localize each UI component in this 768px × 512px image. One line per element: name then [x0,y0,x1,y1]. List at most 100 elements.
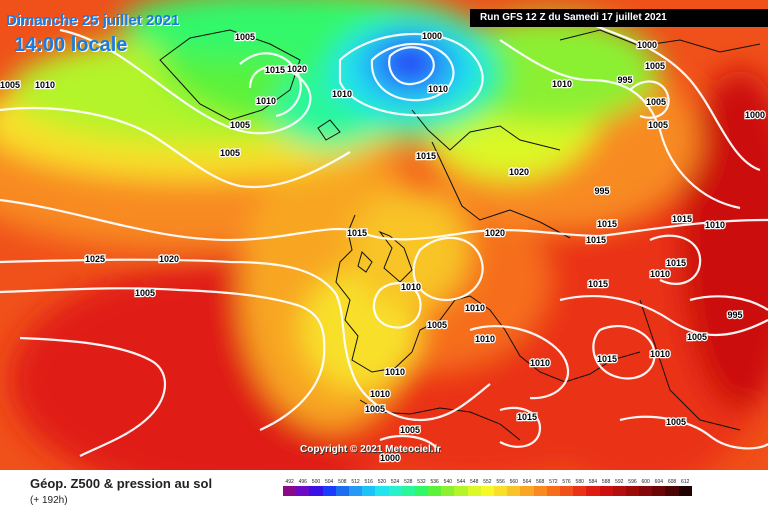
legend-entry: 584 [586,478,600,496]
legend-value-label: 520 [377,479,387,485]
isobar-pressure-label: 1010 [530,358,550,368]
legend-value-label: 600 [641,479,650,485]
legend-color-swatch [467,486,481,496]
legend-entry: 592 [612,478,626,496]
isobar-pressure-label: 1005 [230,120,250,130]
legend-color-swatch [375,486,389,496]
legend-entry: 552 [480,478,494,496]
forecast-lead-time: (+ 192h) [30,495,68,506]
legend-color-swatch [322,486,336,496]
map-variable-title: Géop. Z500 & pression au sol [30,476,213,491]
isobars [0,18,768,457]
legend-color-swatch [362,486,376,496]
legend-value-label: 608 [667,479,677,485]
legend-color-swatch [388,486,402,496]
isobar-pressure-label: 1005 [645,61,665,71]
isobar-pressure-label: 1010 [256,96,276,106]
legend-value-label: 576 [562,479,571,485]
isobar-pressure-label: 1015 [588,279,608,289]
legend-value-label: 568 [535,479,545,485]
isobar-pressure-label: 1005 [687,332,707,342]
legend-entry: 604 [652,478,666,496]
legend-value-label: 564 [522,479,532,485]
isobar-pressure-label: 1000 [380,453,400,463]
isobar-pressure-label: 1015 [672,214,692,224]
legend-color-swatch [428,486,442,496]
isobar-pressure-label: 1015 [416,151,436,161]
isobar-pressure-label: 1020 [509,167,529,177]
legend-color-swatch [480,486,494,496]
legend-value-label: 560 [509,479,518,485]
legend-value-label: 604 [654,479,664,485]
legend-entry: 528 [401,478,415,496]
legend-entry: 492 [283,478,297,496]
legend-color-swatch [652,486,666,496]
isobar-pressure-label: 1020 [485,228,505,238]
legend-color-swatch [507,486,521,496]
forecast-date: Dimanche 25 juillet 2021 [6,12,180,29]
isobar-pressure-label: 1010 [35,80,55,90]
isobar-pressure-label: 1015 [597,219,617,229]
model-run-info: Run GFS 12 Z du Samedi 17 juillet 2021 [470,9,768,27]
legend-value-label: 508 [338,479,347,485]
legend-value-label: 584 [588,479,598,485]
legend-entry: 500 [309,478,323,496]
legend-value-label: 504 [324,479,334,485]
legend-color-swatch [612,486,626,496]
isobar-pressure-label: 1010 [401,282,421,292]
copyright-notice: Copyright © 2021 Meteociel.fr [300,444,441,455]
isobar-pressure-label: 1005 [666,417,686,427]
legend-value-label: 512 [351,479,360,485]
isobar-pressure-label: 1005 [220,148,240,158]
isobar-pressure-label: 1005 [646,97,666,107]
coastlines [159,29,761,441]
legend-color-swatch [296,486,310,496]
legend-color-swatch [414,486,429,496]
legend-value-label: 500 [311,479,321,485]
legend-entry: 568 [533,478,547,496]
legend-entry: 516 [362,478,376,496]
isobar-pressure-label: 1015 [666,258,686,268]
legend-entry: 512 [348,478,363,496]
forecast-local-time: 14:00 locale [14,34,128,56]
isobar-pressure-label: 1025 [85,254,105,264]
isobar-pressure-label: 1010 [465,303,485,313]
isobar-pressure-label: 1015 [265,65,285,75]
legend-color-swatch [586,486,600,496]
legend-value-label: 596 [628,479,637,485]
legend-color-swatch [533,486,547,496]
isobar-pressure-label: 1015 [347,228,367,238]
legend-color-swatch [401,486,415,496]
legend-entry: 580 [573,478,587,496]
isobar-labels: 1005 1010 1005 1005 1015 1010 1020 1010 1010 1005… [0,30,766,464]
legend-entry: 572 [546,478,560,496]
isobar-pressure-label: 1005 [235,32,255,42]
legend-value-label: 552 [483,479,492,485]
legend-value-label: 492 [285,479,294,485]
legend-value-label: 572 [549,479,558,485]
legend-entry: 544 [454,478,468,496]
legend-entry: 532 [414,478,429,496]
legend-value-label: 536 [430,479,439,485]
isobar-pressure-label: 1010 [385,367,405,377]
legend-entry: 540 [441,478,455,496]
legend-color-swatch [639,486,653,496]
isobar-pressure-label: 1005 [400,425,420,435]
isobar-pressure-label: 1005 [648,120,668,130]
legend-entry: 596 [625,478,640,496]
isobar-pressure-label: 1000 [637,40,657,50]
legend-entry: 600 [639,478,653,496]
legend-color-swatch [283,486,297,496]
legend-value-label: 612 [681,479,690,485]
isobar-pressure-label: 1005 [0,80,20,90]
geopotential-color-legend: 492 496 500 504 508 512 516 520 524 528 532 536 540 5… [283,478,692,496]
isobar-pressure-label: 1005 [365,404,385,414]
legend-entry: 564 [520,478,534,496]
legend-value-label: 592 [615,479,624,485]
legend-color-swatch [335,486,349,496]
legend-entry: 556 [494,478,508,496]
legend-color-swatch [309,486,323,496]
legend-color-swatch [348,486,363,496]
isobar-pressure-label: 1020 [159,254,179,264]
